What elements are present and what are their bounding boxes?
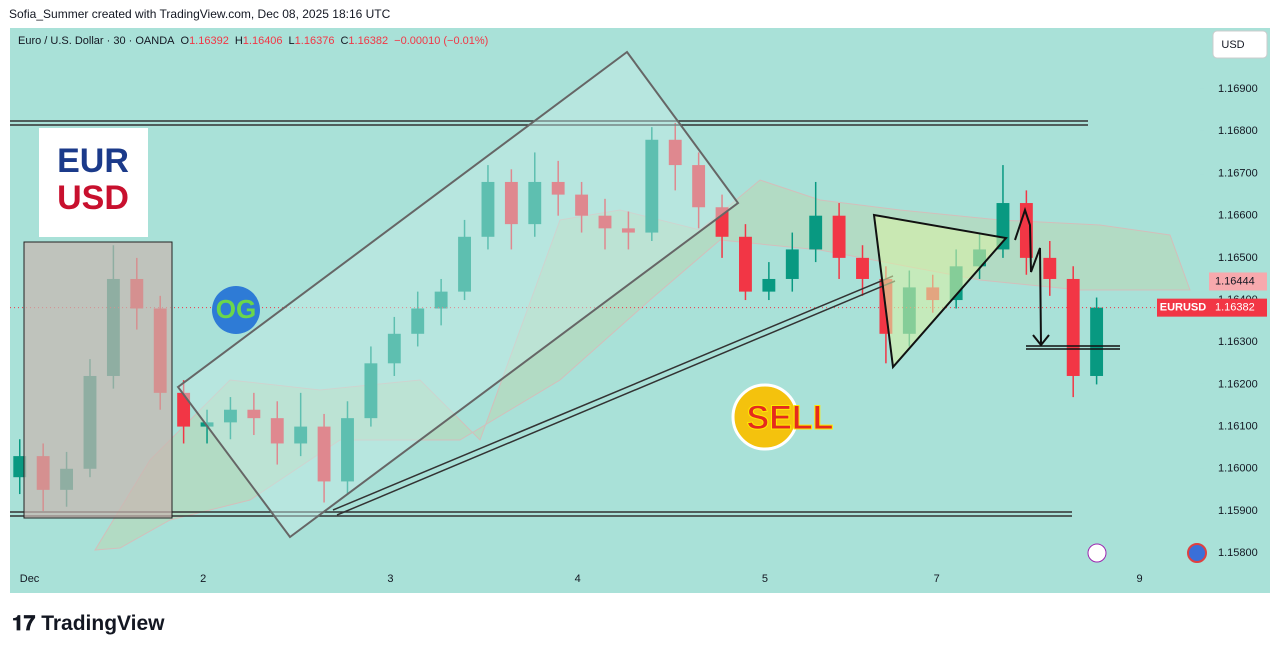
sticker-text: OG: [216, 294, 256, 324]
legend-value: 1.16376: [295, 35, 335, 47]
x-tick-label: 3: [387, 573, 393, 585]
range-box: [23, 241, 173, 519]
y-tick-label: 1.16800: [1218, 125, 1258, 137]
x-tick-label: 4: [575, 573, 581, 585]
y-tick-label: 1.16300: [1218, 336, 1258, 348]
logo-text: EUR: [57, 142, 129, 180]
legend-value: 1.16392: [189, 35, 229, 47]
candle-body: [715, 207, 729, 237]
legend: Euro / U.S. Dollar · 30 · OANDA O1.16392 H…: [18, 35, 488, 47]
legend-symbol: Euro / U.S. Dollar · 30 · OANDA: [18, 35, 175, 47]
candle-body: [270, 418, 284, 444]
channel: [176, 50, 740, 539]
last-price-label: 1.16382: [1215, 302, 1255, 314]
x-tick-label: 2: [200, 573, 206, 585]
grid: [19, 88, 1204, 573]
candle-body: [809, 215, 823, 250]
trend-line: [336, 280, 896, 516]
y-tick-label: 1.16500: [1218, 252, 1258, 264]
candle-body: [668, 139, 682, 166]
brand-text: TradingView: [41, 612, 165, 635]
legend-value: 1.16406: [243, 35, 283, 47]
candle-body: [341, 418, 354, 482]
x-tick-label: Dec: [20, 573, 40, 585]
path-arrow: [1014, 206, 1042, 346]
legend-key: H: [235, 35, 243, 47]
candle-body: [387, 333, 401, 364]
candle-body: [224, 409, 237, 423]
candle-body: [1043, 257, 1057, 279]
candle-body: [294, 426, 308, 444]
x-tick-label: 7: [934, 573, 940, 585]
y-tick-label: 1.15800: [1218, 547, 1258, 559]
x-tick-label: 9: [1136, 573, 1142, 585]
candle-body: [434, 291, 448, 309]
candle-body: [575, 194, 589, 216]
candle-body: [856, 257, 869, 279]
trend-line: [332, 275, 894, 511]
y-tick-label: 1.15900: [1218, 505, 1258, 517]
axes: 1.15800 1.15900 1.16000 1.16100 1.16200 1.163…: [20, 83, 1267, 585]
legend-key: O: [181, 35, 190, 47]
brand-mark: 𝟏𝟕: [12, 612, 42, 635]
candle-body: [317, 426, 331, 482]
last-price-tag: [1209, 298, 1267, 317]
candle-body: [785, 249, 799, 279]
sell-sticker: [731, 383, 799, 451]
candle-body: [13, 456, 27, 478]
y-tick-label: 1.16600: [1218, 210, 1258, 222]
candle-body: [645, 139, 659, 233]
candle-body: [832, 215, 846, 258]
price-tag: [1209, 272, 1267, 291]
legend-change: −0.00010 (−0.01%): [394, 35, 488, 47]
candle-body: [247, 409, 261, 419]
candle-body: [621, 228, 635, 233]
brand: 𝟏𝟕 TradingView: [12, 612, 165, 636]
price-tag-label: 1.16444: [1215, 275, 1255, 287]
y-tick-label: 1.16000: [1218, 463, 1258, 475]
triangle: [872, 213, 1008, 370]
y-tick-label: 1.16100: [1218, 420, 1258, 432]
candle-body: [458, 236, 471, 292]
legend-key: C: [340, 35, 348, 47]
candle-body: [177, 392, 191, 427]
candle-body: [739, 236, 752, 292]
candle-body: [528, 181, 542, 225]
candle-body: [504, 181, 518, 225]
candle-body: [692, 165, 706, 208]
credit: Sofia_Summer created with TradingView.co…: [9, 7, 391, 21]
candle-body: [1066, 278, 1080, 376]
og-sticker: [212, 286, 260, 334]
x-tick-label: 5: [762, 573, 768, 585]
candle-body: [762, 278, 776, 292]
candle-body: [598, 215, 612, 229]
candle-body: [411, 308, 425, 334]
icon: [1087, 543, 1107, 563]
y-tick-label: 1.16700: [1218, 167, 1258, 179]
candle-body: [1090, 307, 1104, 376]
y-tick-label: 1.16900: [1218, 83, 1258, 95]
legend-key: L: [289, 35, 295, 47]
symbol-tag-label: EURUSD: [1160, 302, 1207, 314]
symbol-tag: [1157, 298, 1209, 317]
arrow-head: [1032, 334, 1050, 347]
logo-text: USD: [57, 179, 129, 217]
legend-value: 1.16382: [348, 35, 388, 47]
candle-body: [481, 181, 495, 237]
sticker-text: SELL: [747, 399, 834, 437]
candle-body: [364, 363, 378, 419]
currency-button[interactable]: [1212, 30, 1268, 59]
y-tick-label: 1.16200: [1218, 378, 1258, 390]
eurusd-logo: [39, 128, 148, 237]
currency-button-label[interactable]: USD: [1221, 39, 1244, 51]
candle-body: [551, 181, 565, 195]
cloud: [94, 179, 1191, 551]
icon: [1187, 543, 1207, 563]
